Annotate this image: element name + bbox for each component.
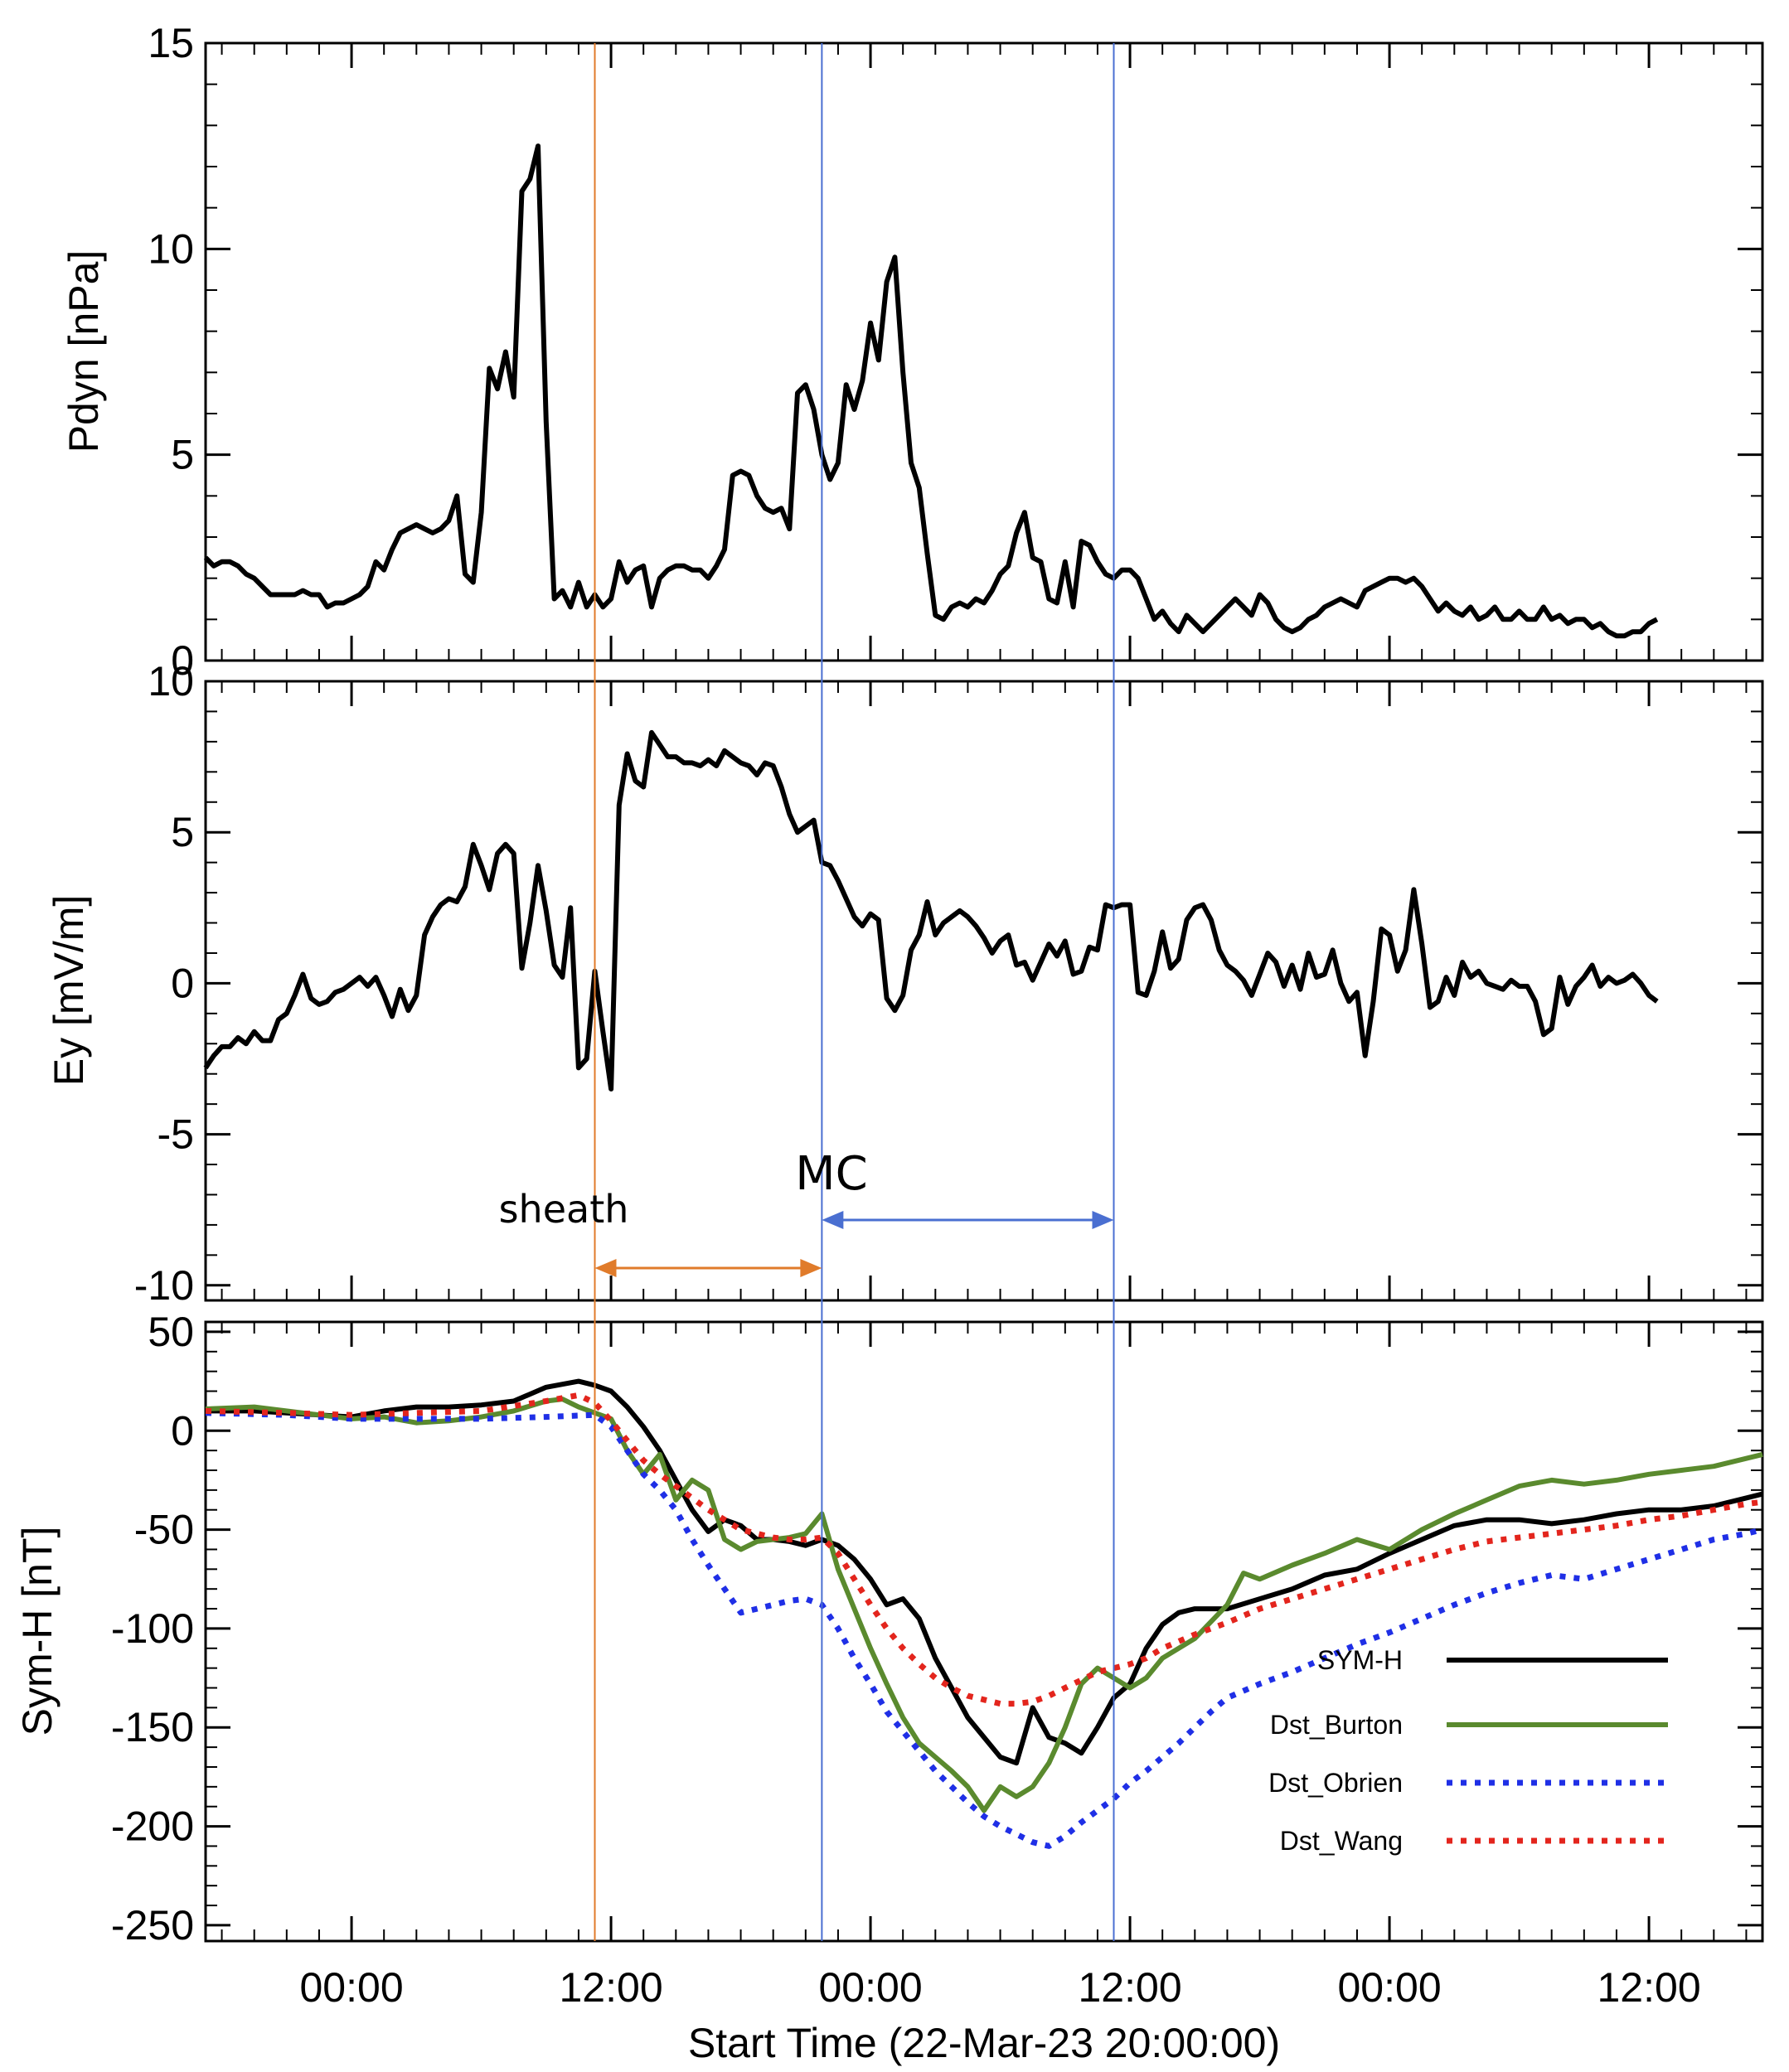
ey-ytick-label-2: 0 (171, 960, 194, 1006)
symh-series-dst-wang (205, 1392, 1763, 1707)
xtick-label-3: 12:00 (1079, 1964, 1182, 2011)
ey-ytick-label-0: -10 (134, 1262, 194, 1309)
symh-ytick-label-4: -50 (134, 1507, 194, 1553)
ey-frame (204, 680, 1764, 1302)
ey-ticks: -10 -5 0 5 10 (134, 658, 1762, 1309)
xtick-label-0: 00:00 (300, 1964, 404, 2011)
mc-arrow-head-left (822, 1211, 844, 1229)
mc-label: MC (795, 1147, 867, 1201)
symh-ytick-label-6: 50 (148, 1309, 194, 1355)
pdyn-ticks: 0 5 10 15 (148, 20, 1762, 684)
ey-ytick-label-3: 5 (171, 809, 194, 855)
pdyn-ytick-label-0: 0 (171, 637, 194, 684)
symh-ylabel: Sym-H [nT] (14, 1527, 61, 1736)
annotations: sheath MC (499, 1147, 1114, 1277)
legend: SYM-H Dst_Burton Dst_Obrien Dst_Wang (1268, 1645, 1668, 1856)
sheath-arrow-head-right (800, 1259, 822, 1277)
symh-series-dst-burton (205, 1397, 1763, 1813)
symh-frame (204, 1320, 1764, 1943)
panel-ey: -10 -5 0 5 10 Ey [mV/m] (46, 658, 1764, 1309)
pdyn-series-pdyn (203, 143, 1659, 639)
pdyn-ylabel: Pdyn [nPa] (61, 250, 107, 453)
legend-label-wang: Dst_Wang (1280, 1826, 1403, 1856)
mc-arrow-head-right (1092, 1211, 1114, 1229)
ey-series (203, 729, 1659, 1092)
ey-series-ey (203, 729, 1659, 1092)
sheath-arrow-head-left (594, 1259, 617, 1277)
symh-ytick-label-5: 0 (171, 1407, 194, 1454)
legend-label-obrien: Dst_Obrien (1268, 1768, 1403, 1798)
panel-symh: -250 -200 -150 -100 -50 0 50 00:00 12:00 00:00 12:… (14, 1309, 1764, 2066)
symh-ytick-label-3: -100 (111, 1605, 194, 1652)
ey-ylabel: Ey [mV/m] (46, 895, 92, 1087)
pdyn-ytick-label-3: 15 (148, 20, 194, 66)
legend-label-burton: Dst_Burton (1270, 1710, 1403, 1740)
event-markers (594, 43, 1115, 1941)
symh-ticks: -250 -200 -150 -100 -50 0 50 00:00 12:00 00:00 12:… (111, 1309, 1762, 2011)
pdyn-series (203, 143, 1659, 639)
xtick-label-1: 12:00 (560, 1964, 663, 2011)
pdyn-frame (204, 41, 1764, 662)
sheath-label: sheath (499, 1187, 629, 1232)
pdyn-ytick-label-2: 10 (148, 225, 194, 272)
ey-ytick-label-1: -5 (158, 1111, 194, 1158)
symh-series-dst-obrien (205, 1410, 1763, 1849)
xtick-label-2: 00:00 (819, 1964, 923, 2011)
xtick-label-5: 12:00 (1597, 1964, 1701, 2011)
panel-pdyn: 0 5 10 15 Pdyn [nPa] (61, 20, 1764, 684)
pdyn-ytick-label-1: 5 (171, 432, 194, 478)
symh-ytick-label-2: -150 (111, 1704, 194, 1750)
symh-ytick-label-0: -250 (111, 1902, 194, 1949)
symh-ytick-label-1: -200 (111, 1803, 194, 1850)
x-axis-title: Start Time (22-Mar-23 20:00:00) (688, 2020, 1280, 2066)
legend-label-symh: SYM-H (1317, 1645, 1403, 1675)
ey-ytick-label-4: 10 (148, 658, 194, 704)
xtick-label-4: 00:00 (1338, 1964, 1442, 2011)
